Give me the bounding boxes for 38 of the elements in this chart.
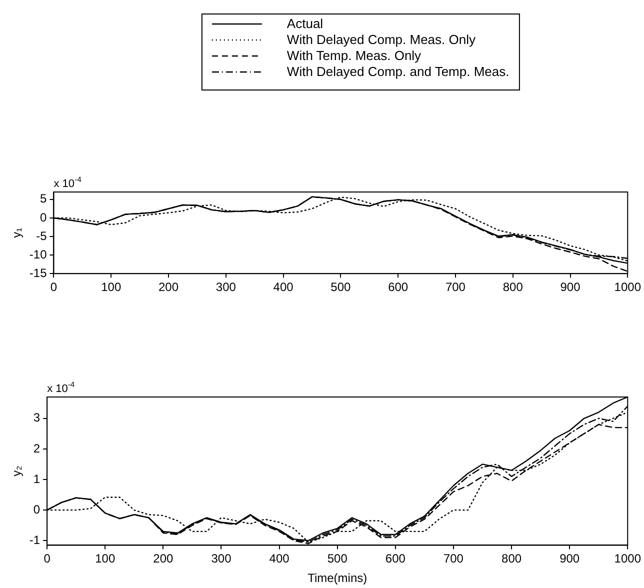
y-tick-label: 0 <box>33 502 40 516</box>
y-tick-label: -15 <box>29 266 48 280</box>
legend-label: With Delayed Comp. and Temp. Meas. <box>286 64 510 79</box>
x-tick-label: 200 <box>158 280 179 294</box>
y-tick-label: 1 <box>33 472 40 486</box>
x-tick-label: 700 <box>445 280 466 294</box>
x-tick-label: 100 <box>101 280 122 294</box>
legend-label: With Temp. Meas. Only <box>286 48 422 63</box>
y-axis-title: y₁ <box>10 228 24 238</box>
x-tick-label: 600 <box>388 280 408 294</box>
x-tick-label: 0 <box>50 280 58 294</box>
x-tick-label: 100 <box>95 552 116 566</box>
legend-label: Actual <box>286 16 324 31</box>
y-tick-label: -1 <box>29 532 40 547</box>
x-tick-label: 700 <box>443 552 464 566</box>
x-tick-label: 1000 <box>614 552 642 566</box>
x-tick-label: 500 <box>330 280 352 294</box>
x-tick-label: 900 <box>560 552 580 566</box>
y-axis-title: y₂ <box>10 465 24 476</box>
x-axis-title: Time(mins) <box>308 571 368 586</box>
x-tick-label: 300 <box>216 280 236 294</box>
y-tick-label: -5 <box>36 228 48 243</box>
x-tick-label: 400 <box>269 552 290 566</box>
x-tick-label: 800 <box>502 552 522 566</box>
y-tick-label: 2 <box>33 441 40 456</box>
y-tick-label: 5 <box>40 192 48 206</box>
y-tick-label: 3 <box>33 410 40 425</box>
x-tick-label: 200 <box>153 552 174 566</box>
x-tick-label: 400 <box>273 280 294 294</box>
x-tick-label: 300 <box>211 552 232 566</box>
x-tick-label: 800 <box>502 280 524 294</box>
x-tick-label: 900 <box>560 280 581 294</box>
x-tick-label: 1000 <box>614 280 642 294</box>
y-tick-label: 0 <box>40 210 48 224</box>
x-tick-label: 600 <box>385 552 406 566</box>
x-tick-label: 500 <box>327 552 348 566</box>
legend-label: With Delayed Comp. Meas. Only <box>286 32 476 47</box>
y-tick-label: -10 <box>29 247 48 262</box>
